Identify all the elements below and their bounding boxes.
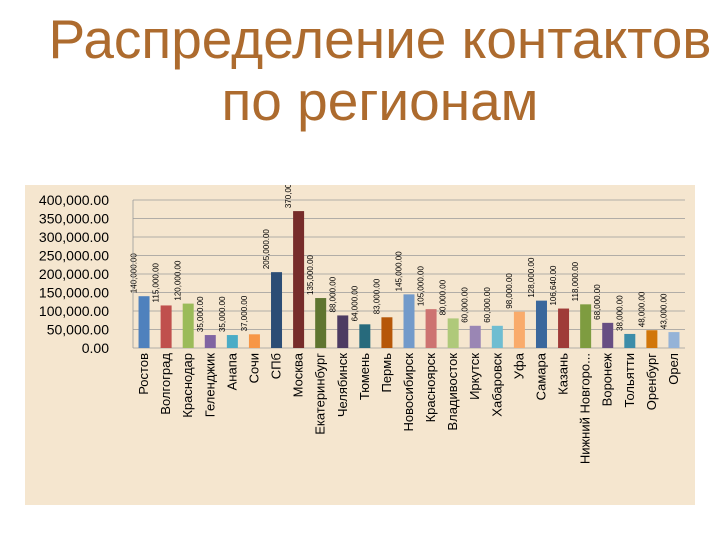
data-label: 35,000.00	[218, 296, 227, 332]
data-label: 60,000.00	[483, 287, 492, 323]
x-tick-label: Челябинск	[335, 353, 350, 417]
y-axis: 0.00 50,000.00 100,000.00 150,000.00 200,000…	[39, 192, 134, 356]
y-tick-label: 200,000.00	[39, 266, 109, 282]
y-tick-label: 150,000.00	[39, 285, 109, 301]
data-label: 205,000.00	[262, 229, 271, 270]
bar	[182, 303, 194, 348]
data-label: 83,000.00	[372, 278, 381, 314]
data-label: 88,000.00	[328, 276, 337, 312]
slide-title: Распределение контактов по регионам	[0, 8, 720, 132]
data-label: 135,000.00	[306, 254, 315, 295]
x-tick-label: Тольятти	[622, 353, 637, 407]
grid-layer	[133, 199, 685, 349]
slide-title-line-2: по регионам	[221, 70, 539, 132]
value-labels-layer: 140,000.00 115,000.00 120,000.00 35,000.00 3…	[130, 185, 669, 332]
y-tick-label: 100,000.00	[39, 303, 109, 319]
bar	[602, 322, 614, 348]
x-tick-label: Геленджик	[202, 353, 217, 418]
x-tick-label: Владивосток	[445, 353, 460, 431]
y-tick-label: 300,000.00	[39, 229, 109, 245]
slide-title-line-1: Распределение контактов	[48, 8, 712, 70]
data-label: 120,000.00	[174, 260, 183, 301]
data-label: 98,000.00	[505, 273, 514, 309]
bar	[271, 272, 283, 348]
bar	[447, 318, 459, 348]
data-label: 60,000.00	[461, 287, 470, 323]
data-label: 35,000.00	[196, 296, 205, 332]
bar	[425, 309, 437, 348]
x-tick-label: Анапа	[224, 352, 239, 390]
data-label: 145,000.00	[395, 251, 404, 292]
bar	[204, 335, 216, 348]
x-tick-label: Тюмень	[357, 353, 372, 400]
data-label: 43,000.00	[659, 293, 668, 329]
x-tick-label: Воронеж	[600, 353, 615, 407]
bar-chart: 140,000.00 115,000.00 120,000.00 35,000.00 3…	[39, 185, 685, 464]
data-label: 105,000.00	[417, 266, 426, 307]
chart-area: 140,000.00 115,000.00 120,000.00 35,000.00 3…	[25, 185, 695, 505]
data-label: 370,000.00	[284, 185, 293, 208]
y-tick-label: 350,000.00	[39, 211, 109, 227]
bar	[624, 333, 636, 348]
bar	[138, 296, 150, 348]
bar	[491, 325, 503, 348]
data-label: 68,000.00	[593, 284, 602, 320]
y-tick-label: 50,000.00	[47, 322, 109, 338]
bar	[580, 304, 592, 348]
bar	[558, 308, 570, 348]
data-label: 106,640.00	[549, 265, 558, 306]
data-label: 37,000.00	[240, 295, 249, 331]
bar	[513, 311, 525, 348]
x-tick-label: Уфа	[511, 352, 526, 379]
x-tick-label: Волгоград	[158, 353, 173, 415]
x-tick-label: Оренбург	[644, 353, 659, 410]
bar	[337, 315, 349, 348]
y-tick-label: 250,000.00	[39, 248, 109, 264]
bar	[293, 211, 305, 348]
x-tick-label: Казань	[556, 353, 571, 395]
x-tick-label: Нижний Новгоро...	[578, 353, 593, 464]
x-tick-label: Екатеринбург	[313, 353, 328, 435]
x-tick-label: Орел	[666, 353, 681, 385]
x-tick-label: Самара	[533, 352, 548, 400]
bars-layer	[138, 211, 680, 348]
x-tick-label: Ростов	[136, 353, 151, 395]
bar	[403, 294, 415, 348]
bar	[160, 305, 172, 348]
bar	[226, 335, 238, 348]
bar	[646, 330, 658, 348]
x-tick-label: Иркутск	[467, 353, 482, 400]
data-label: 38,000.00	[615, 295, 624, 331]
bar	[248, 334, 260, 348]
x-tick-label: Сочи	[246, 353, 261, 383]
bar	[315, 298, 327, 348]
x-tick-label: Новосибирск	[401, 353, 416, 432]
bar	[668, 332, 680, 348]
x-tick-label: Пермь	[379, 353, 394, 393]
bar	[469, 325, 481, 348]
x-tick-label: Москва	[291, 352, 306, 397]
data-label: 64,000.00	[350, 285, 359, 321]
x-axis: Ростов Волгоград Краснодар Геленджик Анапа Со…	[136, 352, 681, 464]
x-tick-label: Хабаровск	[489, 353, 504, 417]
x-tick-label: Краснодар	[180, 353, 195, 418]
data-label: 118,000.00	[571, 261, 580, 301]
y-tick-label: 400,000.00	[39, 192, 109, 208]
y-tick-label: 0.00	[82, 340, 109, 356]
data-label: 115,000.00	[152, 262, 161, 302]
data-label: 80,000.00	[439, 279, 448, 315]
data-label: 48,000.00	[637, 291, 646, 327]
x-tick-label: СПб	[269, 353, 284, 379]
x-tick-label: Красноярск	[423, 353, 438, 423]
bar	[359, 324, 371, 348]
bar	[535, 300, 547, 348]
bar	[381, 317, 393, 348]
data-label: 140,000.00	[130, 253, 139, 294]
data-label: 128,000.00	[527, 257, 536, 298]
